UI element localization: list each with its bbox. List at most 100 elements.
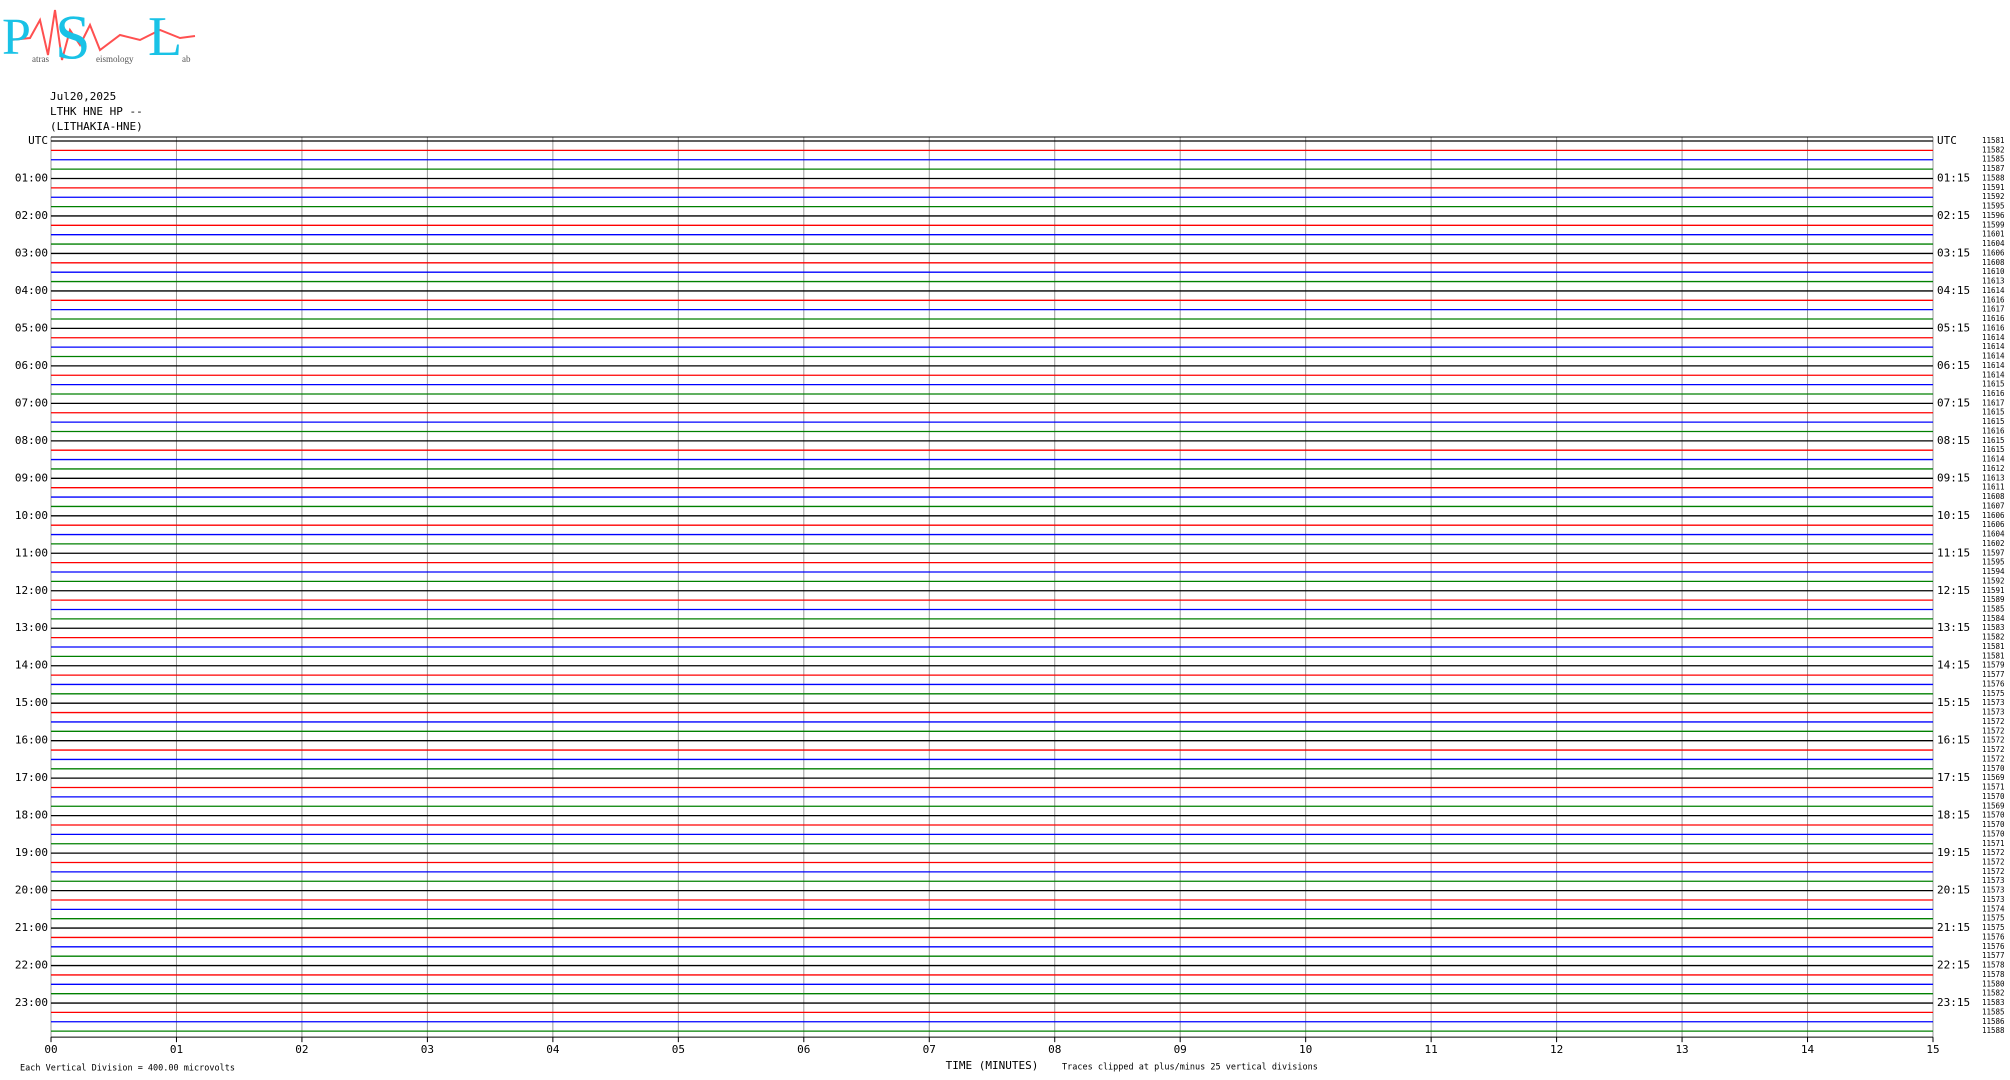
hour-label-right: 23:15 <box>1937 996 1970 1009</box>
hour-label-right: 13:15 <box>1937 621 1970 634</box>
hour-label-right: 09:15 <box>1937 471 1970 484</box>
trace-count: 11585 <box>1982 605 2005 614</box>
trace-count: 11573 <box>1982 886 2005 895</box>
trace-count: 11614 <box>1982 352 2005 361</box>
logo-letter: L <box>148 6 182 68</box>
trace-count: 11583 <box>1982 623 2005 632</box>
x-tick-label: 10 <box>1299 1043 1312 1056</box>
hour-label: UTC <box>28 134 48 147</box>
hour-label: 09:00 <box>15 471 48 484</box>
trace-count: 11570 <box>1982 820 2005 829</box>
x-tick-label: 13 <box>1675 1043 1688 1056</box>
trace-count: 11614 <box>1982 370 2005 379</box>
hour-label: 04:00 <box>15 284 48 297</box>
x-tick-label: 09 <box>1174 1043 1187 1056</box>
trace-count: 11570 <box>1982 764 2005 773</box>
hour-label-right: 03:15 <box>1937 246 1970 259</box>
hour-label-right: 10:15 <box>1937 509 1970 522</box>
trace-count: 11572 <box>1982 848 2005 857</box>
trace-count: 11591 <box>1982 183 2005 192</box>
x-tick-label: 08 <box>1048 1043 1061 1056</box>
x-tick-label: 12 <box>1550 1043 1563 1056</box>
trace-count: 11581 <box>1982 136 2005 145</box>
trace-count: 11571 <box>1982 783 2005 792</box>
trace-count: 11614 <box>1982 333 2005 342</box>
trace-count: 11573 <box>1982 876 2005 885</box>
trace-count: 11592 <box>1982 192 2005 201</box>
logo-letter: S <box>55 2 91 73</box>
trace-count: 11596 <box>1982 211 2005 220</box>
trace-count: 11573 <box>1982 708 2005 717</box>
x-tick-label: 06 <box>797 1043 810 1056</box>
trace-count: 11597 <box>1982 548 2005 557</box>
trace-count: 11615 <box>1982 445 2005 454</box>
trace-count: 11613 <box>1982 277 2005 286</box>
x-tick-label: 11 <box>1425 1043 1438 1056</box>
trace-count: 11580 <box>1982 979 2005 988</box>
hour-label-right: 05:15 <box>1937 321 1970 334</box>
hour-label: 14:00 <box>15 659 48 672</box>
hour-label: 06:00 <box>15 359 48 372</box>
trace-count: 11608 <box>1982 492 2005 501</box>
trace-count: 11588 <box>1982 1026 2005 1035</box>
trace-count: 11577 <box>1982 670 2005 679</box>
clip-note: Traces clipped at plus/minus 25 vertical… <box>1062 1063 1318 1073</box>
x-tick-label: 01 <box>170 1043 183 1056</box>
trace-count: 11616 <box>1982 426 2005 435</box>
trace-count: 11581 <box>1982 651 2005 660</box>
hour-label-right: 16:15 <box>1937 734 1970 747</box>
trace-count: 11578 <box>1982 961 2005 970</box>
trace-count: 11575 <box>1982 689 2005 698</box>
x-tick-label: 02 <box>295 1043 308 1056</box>
trace-count: 11585 <box>1982 1007 2005 1016</box>
hour-label: 03:00 <box>15 246 48 259</box>
trace-count: 11589 <box>1982 595 2005 604</box>
hour-label: 19:00 <box>15 846 48 859</box>
logo: P S L atras eismology ab <box>2 2 196 73</box>
trace-count: 11611 <box>1982 483 2005 492</box>
hour-label: 18:00 <box>15 809 48 822</box>
trace-count: 11610 <box>1982 267 2005 276</box>
hour-label-right: 07:15 <box>1937 396 1970 409</box>
trace-count: 11571 <box>1982 839 2005 848</box>
station: LTHK HNE HP -- <box>50 105 143 118</box>
hour-label-right: 15:15 <box>1937 696 1970 709</box>
trace-count: 11614 <box>1982 286 2005 295</box>
scale-note: Each Vertical Division = 400.00 microvol… <box>20 1064 235 1074</box>
trace-count: 11608 <box>1982 258 2005 267</box>
hour-label: 13:00 <box>15 621 48 634</box>
trace-count: 11573 <box>1982 895 2005 904</box>
hour-label: 20:00 <box>15 884 48 897</box>
trace-count: 11615 <box>1982 380 2005 389</box>
trace-count: 11614 <box>1982 342 2005 351</box>
trace-count: 11591 <box>1982 586 2005 595</box>
trace-count: 11604 <box>1982 530 2005 539</box>
trace-count: 11606 <box>1982 520 2005 529</box>
trace-count: 11602 <box>1982 539 2005 548</box>
logo-letter: P <box>2 9 31 66</box>
x-tick-label: 14 <box>1801 1043 1815 1056</box>
hour-label-right: 21:15 <box>1937 921 1970 934</box>
trace-count: 11572 <box>1982 736 2005 745</box>
x-tick-label: 05 <box>672 1043 685 1056</box>
x-tick-label: 15 <box>1926 1043 1939 1056</box>
trace-count: 11583 <box>1982 998 2005 1007</box>
hour-label-right: 17:15 <box>1937 771 1970 784</box>
trace-count: 11582 <box>1982 145 2005 154</box>
x-tick-label: 03 <box>421 1043 434 1056</box>
trace-count: 11616 <box>1982 323 2005 332</box>
trace-count: 11617 <box>1982 305 2005 314</box>
trace-count: 11582 <box>1982 989 2005 998</box>
hour-label-right: 22:15 <box>1937 959 1970 972</box>
hour-label: 07:00 <box>15 396 48 409</box>
trace-count: 11586 <box>1982 1017 2005 1026</box>
trace-count: 11570 <box>1982 792 2005 801</box>
trace-count: 11575 <box>1982 914 2005 923</box>
trace-count: 11604 <box>1982 239 2005 248</box>
trace-count: 11616 <box>1982 314 2005 323</box>
trace-count: 11573 <box>1982 698 2005 707</box>
trace-count: 11572 <box>1982 857 2005 866</box>
hour-label: 05:00 <box>15 321 48 334</box>
